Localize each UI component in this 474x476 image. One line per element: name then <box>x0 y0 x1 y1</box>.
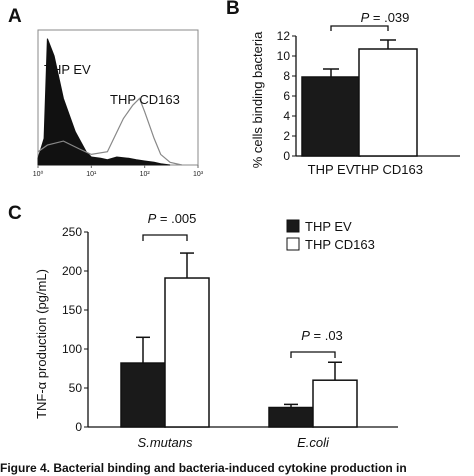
histogram-x-tick-label: 10² <box>140 171 151 178</box>
bar-b <box>301 76 361 157</box>
histogram-x-tick-label: 10⁰ <box>33 170 44 178</box>
bar-c <box>120 362 166 428</box>
y-tick-label-b: 10 <box>277 49 291 63</box>
y-tick-label-b: 0 <box>283 149 290 163</box>
x-tick-label-c: S.mutans <box>138 435 193 450</box>
y-tick-label-b: 2 <box>283 129 290 143</box>
y-tick-label-b: 8 <box>283 69 290 83</box>
y-tick-label-c: 150 <box>62 303 82 317</box>
histogram-thp-ev <box>37 38 171 166</box>
y-tick-label-c: 100 <box>62 342 82 356</box>
x-tick-label-b: THP CD163 <box>353 162 423 177</box>
bar-c <box>164 277 210 428</box>
bar-b <box>358 48 418 157</box>
histogram-x-tick-label: 10¹ <box>86 171 97 178</box>
series-label-thp-ev: THP EV <box>44 62 91 77</box>
bar-c <box>312 379 358 428</box>
y-tick-label-c: 50 <box>69 381 83 395</box>
bar-chart-c: 0 50 100 150 200 250 S.mutans E.coli <box>62 225 398 450</box>
panel-label-a: A <box>8 6 22 27</box>
y-tick-label-c: 200 <box>62 264 82 278</box>
histogram-curves <box>37 38 183 166</box>
figure-caption: Figure 4. Bacterial binding and bacteria… <box>0 461 407 475</box>
legend-swatch-thp-ev <box>286 219 300 233</box>
p-value-b: P = .039 <box>361 10 410 25</box>
y-tick-label-b: 12 <box>277 29 291 43</box>
histogram-x-ticks: 10⁰ 10¹ 10² 10³ <box>33 165 204 178</box>
x-tick-label-b: THP EV <box>308 162 355 177</box>
panel-c: C TNF-α production (pg/mL) 0 50 100 150 200 2… <box>8 203 398 450</box>
p-value-ecoli: P = .03 <box>301 328 343 343</box>
histogram-thp-cd163 <box>37 97 183 166</box>
y-tick-label-b: 4 <box>283 109 290 123</box>
histogram-x-tick-label: 10³ <box>193 171 204 178</box>
legend-label-thp-cd163: THP CD163 <box>305 237 375 252</box>
panel-b: B % cells binding bacteria 0 2 4 6 8 10 12 THP … <box>226 0 460 177</box>
y-tick-label-c: 0 <box>75 420 82 434</box>
significance-bracket-b <box>330 25 389 31</box>
y-axis-label-c: TNF-α production (pg/mL) <box>34 269 49 419</box>
bar-c <box>268 406 314 428</box>
y-tick-label-c: 250 <box>62 225 82 239</box>
series-label-thp-cd163: THP CD163 <box>110 92 180 107</box>
panel-label-c: C <box>8 203 22 224</box>
panel-a: A 10⁰ 10¹ 10² 10³ THP EV THP CD163 <box>8 6 204 178</box>
y-axis-label-b: % cells binding bacteria <box>250 31 265 168</box>
significance-bracket-c <box>290 351 336 358</box>
p-value-smutans: P = .005 <box>148 211 197 226</box>
y-tick-label-b: 6 <box>283 89 290 103</box>
legend-swatch-thp-cd163 <box>286 237 300 251</box>
x-tick-label-c: E.coli <box>297 435 330 450</box>
significance-bracket-c <box>142 234 188 241</box>
panel-label-b: B <box>226 0 240 19</box>
legend: THP EV THP CD163 <box>286 219 375 252</box>
legend-label-thp-ev: THP EV <box>305 219 352 234</box>
